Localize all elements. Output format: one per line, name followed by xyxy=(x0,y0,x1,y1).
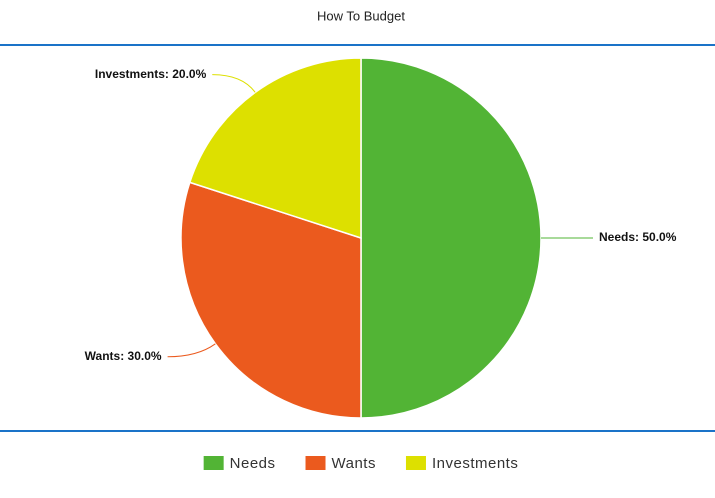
legend-swatch xyxy=(305,456,326,470)
connector xyxy=(167,343,216,358)
chart-title: How To Budget xyxy=(317,8,405,23)
connector xyxy=(212,74,256,93)
legend-swatch xyxy=(203,456,224,470)
pie-slice xyxy=(360,57,542,419)
data-label: Needs: 50.0% xyxy=(599,230,677,244)
legend-label: Wants xyxy=(332,455,376,472)
legend-swatch xyxy=(405,456,426,470)
legend-label: Investments xyxy=(432,455,518,472)
pie-slice xyxy=(180,181,362,419)
data-label: Wants: 30.0% xyxy=(85,349,162,363)
pie-slice xyxy=(188,57,362,240)
data-label: Investments: 20.0% xyxy=(95,67,207,81)
legend-label: Needs xyxy=(230,455,276,472)
